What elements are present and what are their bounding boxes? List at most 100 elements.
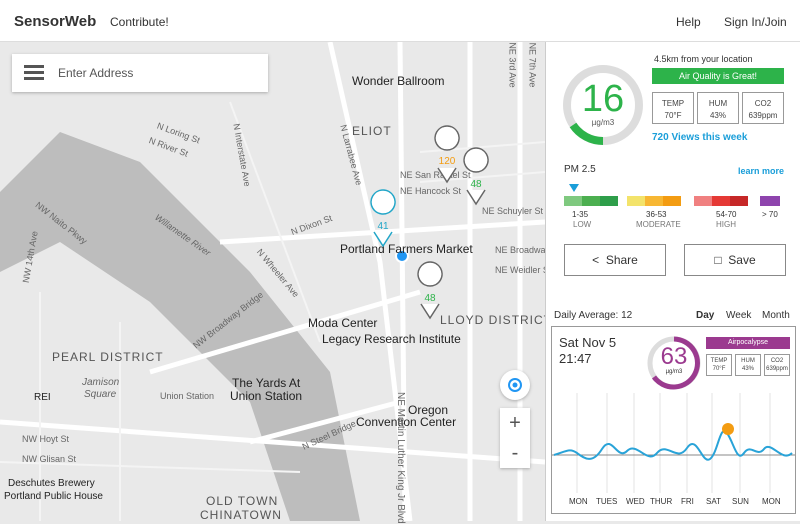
- menu-bar: [24, 65, 44, 68]
- road: [327, 42, 413, 521]
- scale-segment: [760, 196, 780, 206]
- scale-segment: [582, 196, 600, 206]
- street: [229, 101, 321, 343]
- day-label: MON: [762, 497, 781, 506]
- stat-label: TEMP: [710, 358, 728, 364]
- stat-box: TEMP 70°F: [706, 354, 732, 376]
- street: [0, 461, 301, 473]
- stat-value: 70°F: [664, 111, 682, 120]
- map-label: Moda Center: [308, 316, 378, 330]
- nav-link[interactable]: Help: [676, 15, 701, 29]
- menu-icon[interactable]: [24, 65, 44, 81]
- map-label: The Yards At: [232, 376, 301, 390]
- map-label: Jamison: [82, 377, 120, 388]
- stat-box: CO2 639ppm: [742, 92, 784, 124]
- scale-pointer: [569, 184, 579, 192]
- stat-box: TEMP 70°F: [652, 92, 694, 124]
- sparkline-path: [553, 430, 793, 461]
- map-label: Deschutes Brewery: [8, 478, 95, 489]
- button-label: Save: [728, 253, 756, 267]
- map-label: OLD TOWN: [206, 494, 279, 508]
- nav-link[interactable]: Sign In/Join: [724, 15, 787, 29]
- scale-segment: [645, 196, 663, 206]
- history-card: Sat Nov 5 21:47 63 µg/m3 Airpocalypse TE…: [551, 326, 796, 514]
- scale-segment: [627, 196, 645, 206]
- share-button[interactable]: < Share: [564, 244, 666, 276]
- button-label: Share: [605, 253, 638, 267]
- scale-segment: [564, 196, 582, 206]
- map-label: NW Hoyt St: [22, 434, 70, 444]
- day-label: MON: [569, 497, 588, 506]
- stat-label: CO2: [754, 99, 772, 108]
- scale-segment: [712, 196, 730, 206]
- map-label: Legacy Research Institute: [322, 332, 461, 346]
- stat-value: 70°F: [712, 366, 726, 372]
- map-label: NE 7th Ave: [527, 42, 538, 88]
- scale-bar: [564, 184, 780, 206]
- map-label: Union Station: [160, 391, 215, 401]
- save-button[interactable]: □ Save: [684, 244, 786, 276]
- search-placeholder: Enter Address: [58, 66, 134, 80]
- range-label: 54-70: [716, 210, 737, 219]
- search-box[interactable]: Enter Address: [12, 54, 268, 92]
- day-label: WED: [626, 497, 645, 506]
- scale-segment: [663, 196, 681, 206]
- day-label: SAT: [706, 497, 721, 506]
- daily-average: Daily Average: 12: [554, 310, 633, 321]
- map-label: NE Schuyler St: [482, 206, 544, 216]
- stat-box: HUM 43%: [697, 92, 739, 124]
- tab[interactable]: Month: [762, 310, 790, 321]
- map-label: LLOYD DISTRICT: [440, 313, 553, 327]
- day-lines: [576, 393, 771, 493]
- tab[interactable]: Day: [696, 310, 715, 321]
- map-label: Convention Center: [356, 415, 457, 429]
- stat-value: 639ppm: [748, 111, 778, 120]
- map-label: PEARL DISTRICT: [52, 350, 164, 364]
- learn-more-link[interactable]: learn more: [738, 166, 785, 176]
- sparkline-highlight[interactable]: [722, 423, 734, 435]
- views-link[interactable]: 720 Views this week: [652, 132, 748, 143]
- history-reading: 63: [660, 343, 688, 370]
- brand[interactable]: SensorWeb: [14, 13, 97, 30]
- sparkline: [552, 393, 795, 493]
- map-label: Portland Public House: [4, 491, 103, 502]
- scale-segment: [694, 196, 712, 206]
- tab[interactable]: Week: [726, 310, 752, 321]
- stat-label: CO2: [770, 358, 784, 364]
- menu-bar: [24, 77, 44, 80]
- status-badge: Air Quality is Great!: [652, 68, 784, 84]
- reading-unit: µg/m3: [591, 118, 615, 127]
- road: [0, 419, 545, 465]
- map-label: NE Weidler St: [495, 265, 552, 275]
- menu-bar: [24, 71, 44, 74]
- gauge-arc: [651, 336, 700, 390]
- zoom-out[interactable]: -: [511, 442, 519, 464]
- locate-button[interactable]: [500, 370, 530, 400]
- stat-label: HUM: [741, 358, 755, 364]
- stat-label: HUM: [708, 99, 728, 108]
- history-unit: µg/m3: [665, 369, 683, 375]
- river: [0, 132, 360, 521]
- map-label: Union Station: [230, 389, 303, 403]
- history-panel: Daily Average: 12 Day Week Month Sat Nov…: [545, 298, 800, 521]
- locate-dot: [512, 382, 518, 388]
- history-badge: Airpocalypse: [706, 337, 790, 349]
- zoom-in[interactable]: +: [509, 412, 521, 434]
- level-label: MODERATE: [636, 220, 681, 229]
- map-label: CHINATOWN: [200, 508, 282, 522]
- map-label: Oregon: [408, 403, 449, 417]
- contribute-link[interactable]: Contribute!: [110, 15, 169, 29]
- reading-value: 16: [581, 78, 625, 120]
- day-label: TUES: [596, 497, 618, 506]
- map-label: Wonder Ballroom: [352, 74, 445, 88]
- road: [149, 289, 421, 375]
- map-label: NE Broadway: [495, 245, 551, 255]
- map-label: Square: [84, 389, 117, 400]
- date: Sat Nov 5: [559, 335, 617, 350]
- locate-icon: [508, 378, 522, 392]
- map-label: NE Martin Luther King Jr Blvd: [395, 392, 406, 524]
- stat-label: TEMP: [661, 99, 685, 108]
- map-label: Portland Farmers Market: [340, 242, 473, 256]
